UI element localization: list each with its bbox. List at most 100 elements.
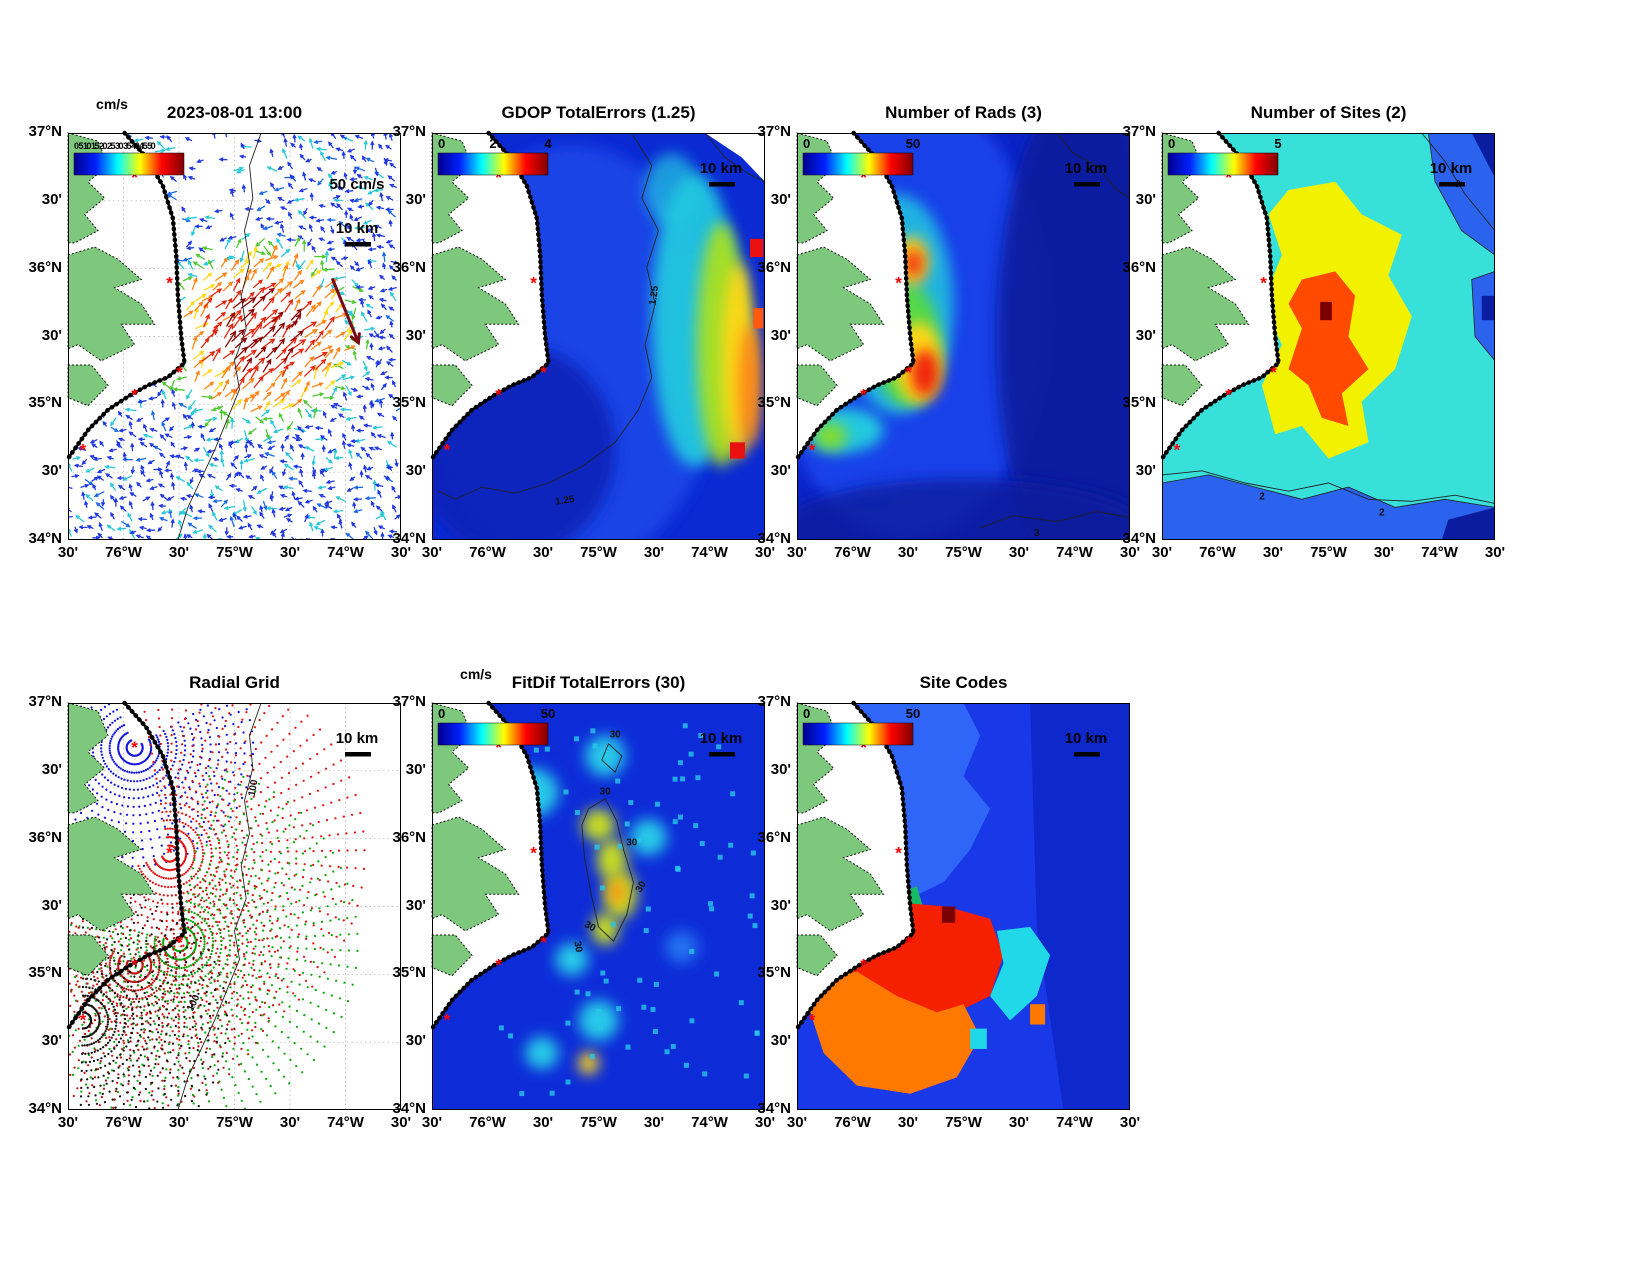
speckle-cell [600, 885, 606, 891]
current-vector-arrows [68, 133, 401, 540]
lon-tick-label: 75°W [945, 544, 982, 561]
scale-bar [345, 752, 371, 757]
map-plot: 30 30 30 30 30 30 * * * * * 0 50 cm/s 10 km [429, 666, 765, 1110]
lat-tick-label: 35°N [28, 394, 62, 412]
radar-site-marker: * [80, 1010, 87, 1029]
radar-site-marker: * [905, 933, 912, 952]
panel-title: GDOP TotalErrors (1.25) [501, 103, 696, 122]
speckle-cell [730, 791, 736, 797]
colorbar-tick-label: 50 [906, 706, 920, 721]
radar-site-marker: * [495, 738, 502, 757]
radar-site-marker: * [1225, 168, 1232, 187]
reference-vector-label: 50 cm/s [329, 176, 384, 193]
colorbar-units-label: cm/s [460, 666, 492, 682]
plot-frame [797, 133, 1130, 540]
scale-bar-label: 10 km [1065, 730, 1108, 747]
heat-blob [591, 912, 619, 946]
lat-tick-label: 35°N [757, 964, 791, 982]
lat-tick-label: 34°N [28, 530, 62, 547]
speckle-cell [625, 1044, 631, 1050]
radar-site-marker: * [131, 738, 138, 757]
lat-tick-label: 30' [405, 760, 426, 778]
speckle-cell [752, 923, 758, 929]
lat-tick-label: 30' [770, 1032, 791, 1050]
lon-tick-label: 30' [1484, 544, 1506, 561]
lat-tick-label: 36°N [28, 828, 62, 846]
speckle-cell [533, 747, 539, 753]
lat-tick-label: 30' [405, 896, 426, 914]
speckle-cell [743, 1073, 749, 1079]
land-mass [67, 816, 156, 932]
coastline-dots [794, 700, 916, 1031]
radar-site-marker: * [80, 440, 87, 459]
speckle-cell [695, 775, 701, 781]
radar-site-marker: * [860, 168, 867, 187]
lon-tick-label: 75°W [1310, 544, 1347, 561]
speckle-cell [749, 893, 755, 899]
panel-fitdif-total-errors: FitDif TotalErrors (30) 37°N 30' 36°N 30' 35°… [392, 666, 775, 1131]
lon-tick-label: 75°W [580, 1114, 617, 1131]
scale-bar-label: 10 km [700, 160, 743, 177]
speckle-cell [717, 854, 723, 860]
contour-line [581, 797, 634, 942]
lat-tick-label: 36°N [392, 828, 426, 846]
lon-tick-label: 30' [1151, 544, 1173, 561]
speckle-cell [670, 1043, 676, 1049]
radar-site-marker: * [166, 844, 173, 863]
speckle-cell [603, 978, 609, 984]
coastline-dots [429, 700, 551, 1031]
radar-site-marker: * [1270, 363, 1277, 382]
speckle-cell [573, 736, 579, 742]
lon-tick-label: 30' [168, 544, 190, 561]
colorbar-tick-label: 0 [438, 136, 445, 151]
lat-tick-label: 34°N [757, 1100, 791, 1117]
radar-site-marker: * [131, 386, 138, 405]
speckle-cell [549, 1090, 555, 1096]
colorbar [437, 152, 549, 176]
lat-tick-label: 35°N [1122, 394, 1156, 412]
plot-frame [1162, 133, 1495, 540]
panel-number-of-rads: Number of Rads (3) 37°N 30' 36°N 30' 35°N 30' 3… [757, 103, 1140, 561]
panel-gdop-total-errors: GDOP TotalErrors (1.25) 37°N 30' 36°N 30' 35°… [392, 103, 775, 561]
lat-tick-label: 30' [405, 326, 426, 344]
scale-bar [345, 242, 371, 247]
speckle-cell [563, 789, 569, 795]
scale-bar-label: 10 km [336, 220, 379, 237]
colorbar-tick-labels-smudged: 0 5 10 15 20 25 30 35 40 45 50 [74, 141, 156, 151]
heat-blob [665, 930, 699, 964]
colorbar [437, 722, 549, 746]
lon-tick-label: 30' [279, 544, 301, 561]
scale-bar-label: 10 km [336, 730, 379, 747]
contour-label: 30 [582, 919, 598, 934]
value-cell [1481, 295, 1495, 321]
radar-site-marker: * [131, 956, 138, 975]
speckle-cell [664, 1049, 670, 1055]
panel-title: 2023-08-01 13:00 [166, 103, 303, 122]
colorbar [73, 152, 185, 176]
contour-line [1056, 132, 1131, 199]
ocean-base [432, 703, 765, 1110]
lon-tick-label: 74°W [691, 544, 728, 561]
colorbar-tick-label: 2 [489, 136, 496, 151]
heat-blob [738, 324, 762, 447]
land-mass [67, 246, 156, 362]
lon-tick-label: 76°W [834, 544, 871, 561]
value-cell [753, 308, 764, 329]
lon-tick-label: 30' [1119, 1114, 1141, 1131]
plot-frame [68, 703, 401, 1110]
scale-bar [709, 752, 735, 757]
contour-line [1161, 470, 1496, 504]
speckle-cell [637, 977, 643, 983]
panel-radial-grid: Radial Grid 37°N 30' 36°N 30' 35°N 30' 34°N 30' 7… [28, 673, 411, 1131]
speckle-cell [652, 1028, 658, 1034]
lat-tick-label: 30' [405, 1032, 426, 1050]
lon-tick-label: 30' [1119, 544, 1141, 561]
current-vector-arrows [224, 287, 305, 373]
value-cell [730, 442, 746, 459]
lat-tick-label: 30' [1135, 462, 1156, 480]
contour-label: 1.25 [554, 494, 575, 508]
lon-tick-label: 30' [1008, 1114, 1030, 1131]
lon-tick-label: 30' [57, 1114, 79, 1131]
speckle-cell [600, 970, 606, 976]
value-cell [1030, 1004, 1046, 1025]
